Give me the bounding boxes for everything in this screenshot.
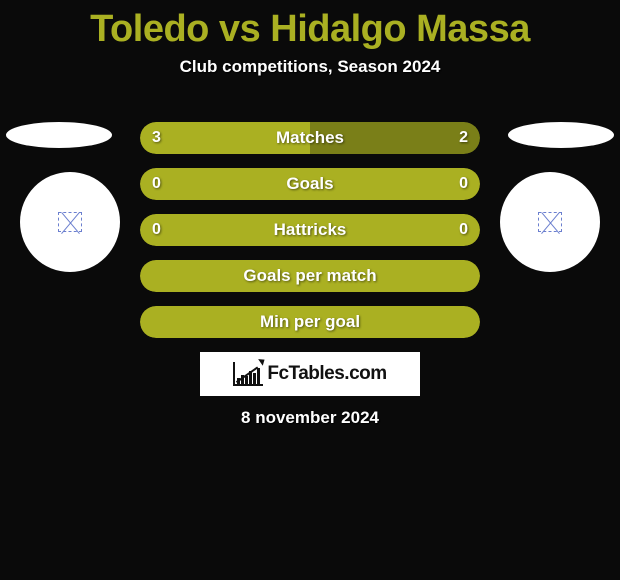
stat-row-min-per-goal: Min per goal: [140, 306, 480, 338]
stat-label: Goals: [161, 174, 459, 194]
stat-label: Min per goal: [152, 312, 468, 332]
stat-value-left: 0: [152, 221, 161, 239]
subtitle: Club competitions, Season 2024: [0, 57, 620, 77]
fctables-logo: FcTables.com: [200, 352, 420, 396]
stat-value-right: 2: [459, 129, 468, 147]
stat-row-goals-per-match: Goals per match: [140, 260, 480, 292]
left-flag-ellipse: [6, 122, 112, 148]
page-title: Toledo vs Hidalgo Massa: [0, 0, 620, 51]
right-flag-ellipse: [508, 122, 614, 148]
stat-row-goals: 0Goals0: [140, 168, 480, 200]
title-text: Toledo vs Hidalgo Massa: [90, 8, 530, 50]
logo-chart-icon: [233, 362, 263, 386]
stats-panel: 3Matches20Goals00Hattricks0Goals per mat…: [140, 122, 480, 352]
stat-value-left: 3: [152, 129, 161, 147]
date-label: 8 november 2024: [0, 408, 620, 428]
stat-value-right: 0: [459, 221, 468, 239]
stat-value-right: 0: [459, 175, 468, 193]
right-player-avatar: [500, 172, 600, 272]
stat-label: Matches: [161, 128, 459, 148]
missing-image-icon: [58, 212, 82, 232]
left-player-avatar: [20, 172, 120, 272]
missing-image-icon: [538, 212, 562, 232]
stat-value-left: 0: [152, 175, 161, 193]
stat-row-hattricks: 0Hattricks0: [140, 214, 480, 246]
logo-text: FcTables.com: [267, 363, 386, 385]
stat-label: Goals per match: [152, 266, 468, 286]
stat-row-matches: 3Matches2: [140, 122, 480, 154]
stat-label: Hattricks: [161, 220, 459, 240]
